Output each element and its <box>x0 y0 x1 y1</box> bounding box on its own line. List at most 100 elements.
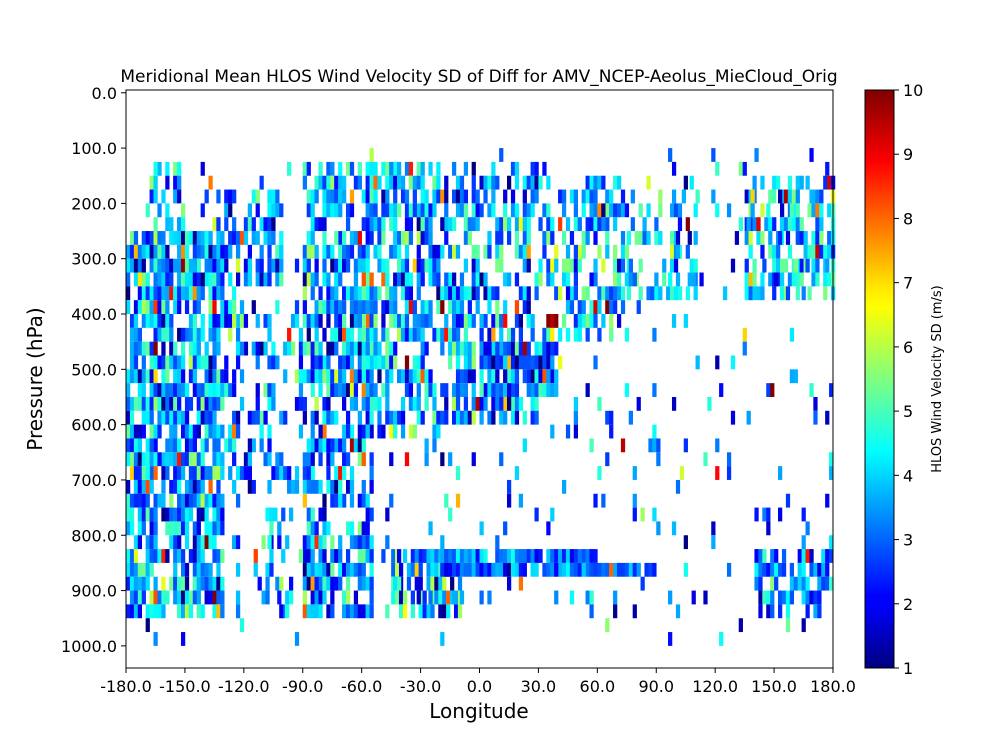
heatmap-cell <box>326 369 331 384</box>
x-tick-label: -180.0 <box>100 677 152 696</box>
heatmap-cell <box>141 521 146 536</box>
heatmap-cell <box>338 479 343 494</box>
heatmap-cell <box>609 203 614 218</box>
heatmap-cell <box>322 272 327 287</box>
heatmap-cell <box>514 369 520 384</box>
y-tick-label: 200.0 <box>71 194 117 213</box>
heatmap-cell <box>338 549 343 563</box>
heatmap-cell <box>200 535 205 550</box>
x-tick-label: 150.0 <box>751 677 797 696</box>
heatmap-cell <box>243 217 249 232</box>
heatmap-cell <box>550 369 555 384</box>
heatmap-cell <box>829 535 834 550</box>
heatmap-cell <box>289 507 294 522</box>
heatmap-cell <box>239 314 245 328</box>
heatmap-cell <box>141 424 146 439</box>
heatmap-cell <box>542 244 547 259</box>
heatmap-cell <box>243 466 249 480</box>
heatmap-cell <box>357 175 362 190</box>
heatmap-cell <box>770 562 775 577</box>
heatmap-cell <box>675 604 681 619</box>
heatmap-cell <box>671 314 677 328</box>
heatmap-cell <box>514 410 520 425</box>
heatmap-cell <box>385 535 390 550</box>
heatmap-cell <box>204 341 209 356</box>
heatmap-cell <box>463 562 469 577</box>
heatmap-cell <box>487 244 492 259</box>
heatmap-cell <box>546 383 551 397</box>
heatmap-cell <box>628 562 633 577</box>
heatmap-cell <box>597 286 602 301</box>
heatmap-cell <box>400 258 406 273</box>
heatmap-cell <box>811 203 816 218</box>
heatmap-cell <box>778 604 783 619</box>
heatmap-cell <box>542 327 547 342</box>
heatmap-cell <box>149 383 154 397</box>
heatmap-cell <box>795 175 800 190</box>
heatmap-cell <box>239 369 245 384</box>
heatmap-cell <box>452 410 457 425</box>
heatmap-cell <box>126 452 131 467</box>
heatmap-cell <box>294 300 300 315</box>
heatmap-cell <box>361 258 366 273</box>
heatmap-cell <box>173 562 178 577</box>
heatmap-cell <box>137 327 143 342</box>
heatmap-cell <box>310 272 315 287</box>
heatmap-cell <box>726 452 732 467</box>
heatmap-cell <box>228 244 233 259</box>
heatmap-cell <box>169 327 174 342</box>
x-axis-label: Longitude <box>429 699 528 723</box>
heatmap-cell <box>247 438 252 453</box>
heatmap-cell <box>265 507 270 522</box>
heatmap-cell <box>243 231 249 245</box>
heatmap-cell <box>589 438 594 453</box>
heatmap-cell <box>432 327 437 342</box>
heatmap-cell <box>377 341 382 356</box>
heatmap-cell <box>573 424 578 439</box>
heatmap-cell <box>353 396 359 411</box>
heatmap-cell <box>463 286 469 301</box>
heatmap-cell <box>126 244 131 259</box>
heatmap-cell <box>483 383 488 397</box>
heatmap-cell <box>809 189 814 204</box>
heatmap-cell <box>220 549 225 563</box>
heatmap-cell <box>165 203 170 218</box>
heatmap-cell <box>503 383 508 397</box>
heatmap-cell <box>479 521 484 536</box>
heatmap-cell <box>188 341 194 356</box>
heatmap-cell <box>267 438 272 453</box>
heatmap-cell <box>397 549 402 563</box>
heatmap-cell <box>561 189 567 204</box>
heatmap-cell <box>658 203 663 218</box>
heatmap-cell <box>514 203 520 218</box>
heatmap-cell <box>432 410 437 425</box>
heatmap-cell <box>408 286 414 301</box>
heatmap-cell <box>334 314 339 328</box>
heatmap-cell <box>289 576 294 591</box>
heatmap-cell <box>302 493 307 508</box>
heatmap-cell <box>177 493 182 508</box>
heatmap-cell <box>534 161 539 176</box>
heatmap-cell <box>377 396 382 411</box>
heatmap-cell <box>129 396 135 411</box>
heatmap-cell <box>169 314 174 328</box>
heatmap-cell <box>228 231 233 245</box>
heatmap-cell <box>506 175 512 190</box>
heatmap-cell <box>670 286 675 301</box>
heatmap-cell <box>455 355 461 370</box>
heatmap-cell <box>654 272 659 287</box>
heatmap-cell <box>204 410 209 425</box>
heatmap-cell <box>585 590 590 605</box>
heatmap-cell <box>670 258 675 273</box>
heatmap-cell <box>495 562 500 577</box>
colorbar-tick-label: 7 <box>903 274 913 293</box>
heatmap-cell <box>760 175 765 190</box>
heatmap-cell <box>212 452 217 467</box>
heatmap-cell <box>787 272 793 287</box>
heatmap-cell <box>294 369 300 384</box>
heatmap-cell <box>334 189 339 204</box>
heatmap-cell <box>349 424 355 439</box>
heatmap-cell <box>744 189 749 204</box>
heatmap-cell <box>561 314 567 328</box>
heatmap-cell <box>169 272 174 287</box>
